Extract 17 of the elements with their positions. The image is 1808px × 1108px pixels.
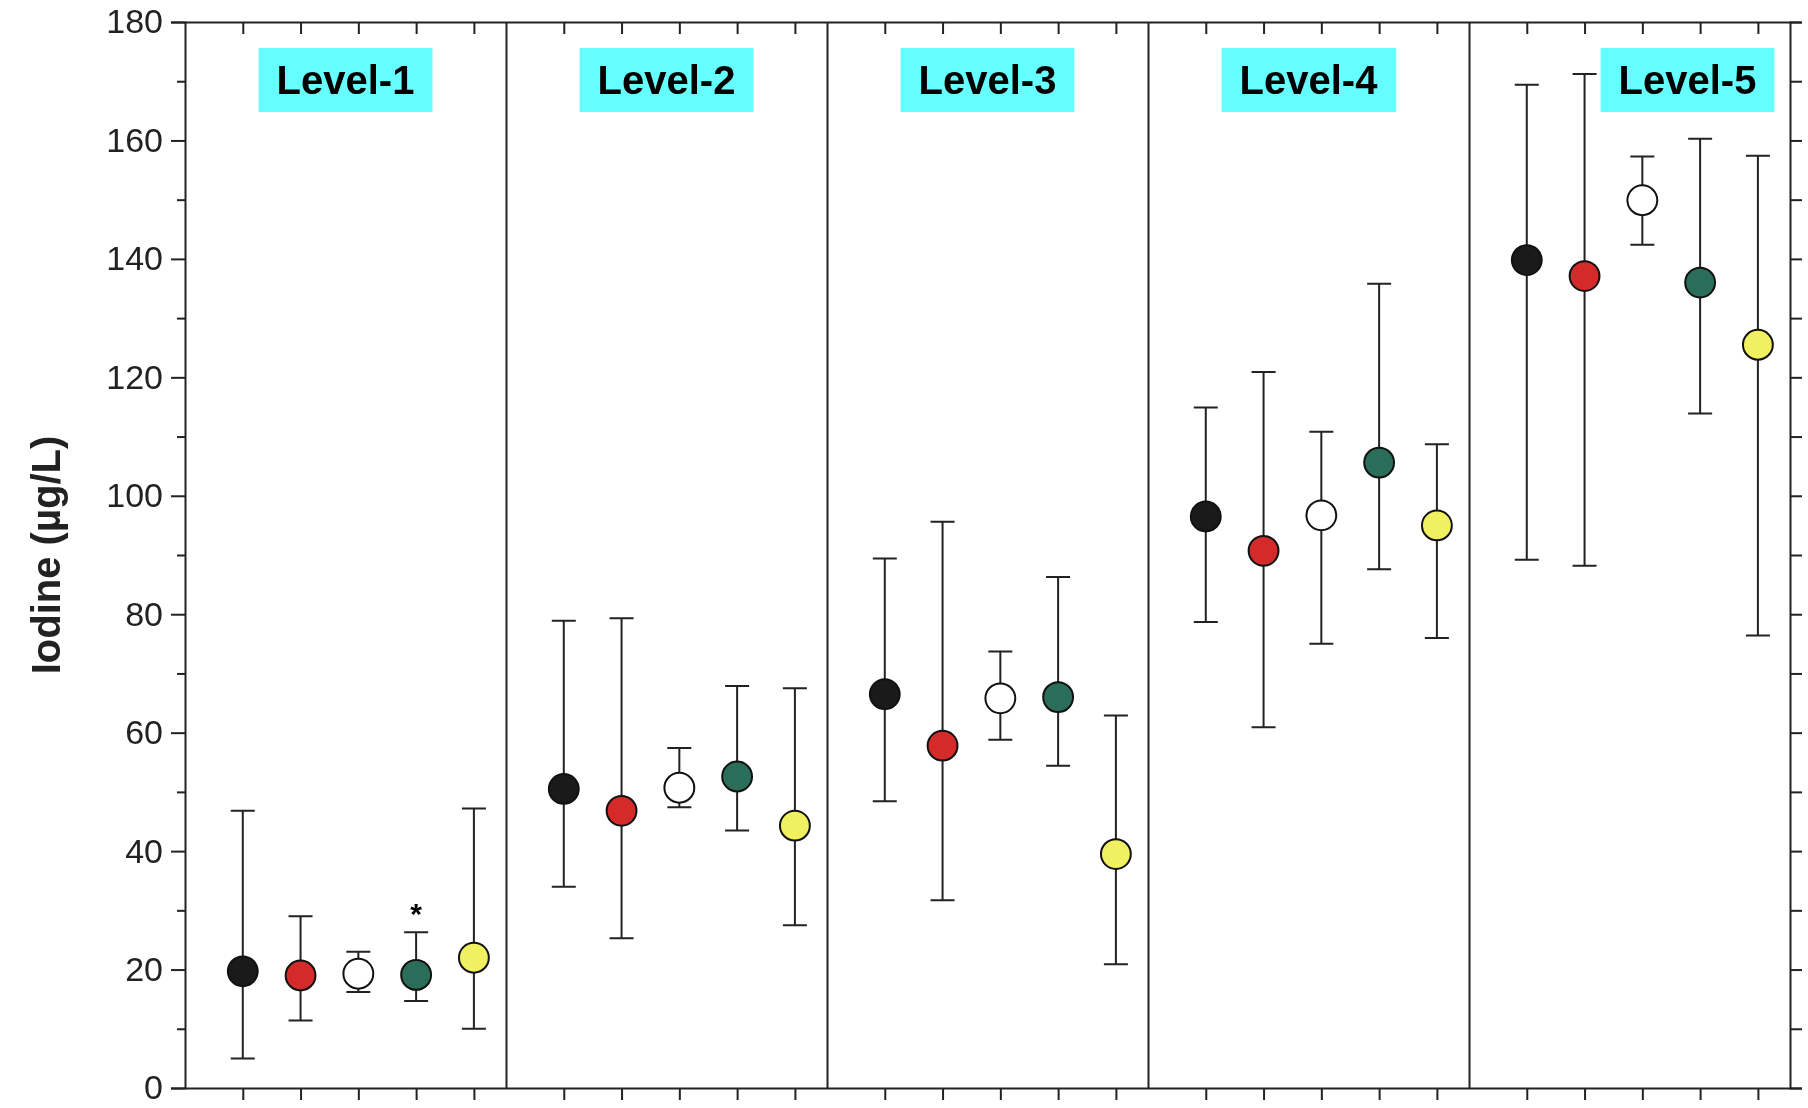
y-tick-label: 180 [106, 2, 163, 41]
y-tick-label: 0 [144, 1068, 163, 1107]
y-tick-label: 120 [106, 357, 163, 396]
y-axis-title: Iodine (µg/L) [24, 435, 68, 675]
y-tick-label: 160 [106, 120, 163, 159]
y-tick-label: 140 [106, 239, 163, 278]
y-tick-label: 40 [125, 831, 163, 870]
y-tick-label: 80 [125, 594, 163, 633]
x-tick-label: Level-3 [918, 58, 1057, 102]
x-tick-label: Level-4 [1239, 58, 1379, 102]
y-tick-label: 20 [125, 949, 163, 988]
annotation: * [410, 897, 423, 931]
x-tick-label: Level-5 [1618, 58, 1757, 102]
x-tick-label: Level-1 [276, 58, 415, 102]
y-tick-label: 100 [106, 476, 163, 515]
y-tick-label: 60 [125, 713, 163, 752]
x-tick-label: Level-2 [597, 58, 736, 102]
